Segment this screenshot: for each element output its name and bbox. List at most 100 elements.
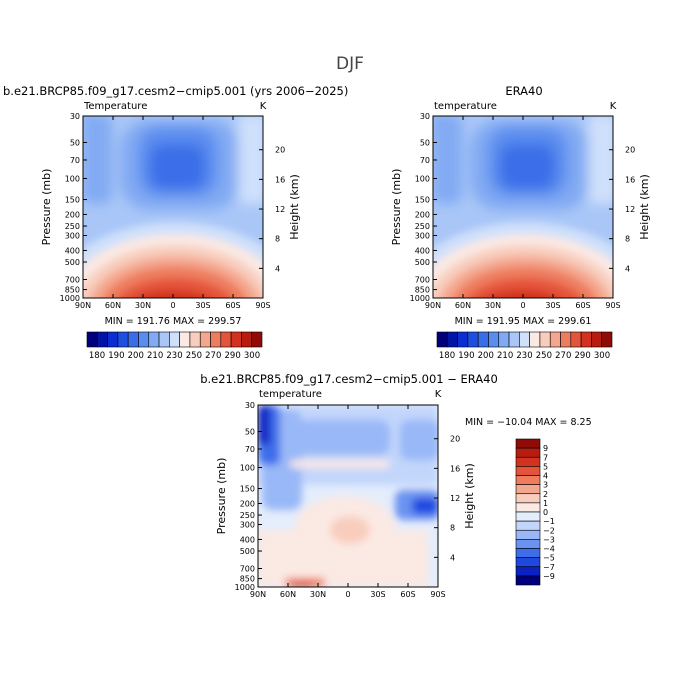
x-tick-label: 90S xyxy=(430,590,445,599)
colorbar-swatch xyxy=(515,456,541,467)
colorbar-label: 200 xyxy=(128,351,144,361)
x-tick-label: 90S xyxy=(255,301,270,310)
panel-model-field xyxy=(83,116,263,298)
y-tick-label: 300 xyxy=(415,232,430,241)
colorbar-swatch xyxy=(488,331,500,348)
panel-model-header: b.e21.BRCP85.f09_g17.cesm2−cmip5.001 (yr… xyxy=(3,84,348,98)
colorbar-label: −2 xyxy=(543,526,555,535)
right-tick-label: 12 xyxy=(625,205,635,214)
colorbar-label: 300 xyxy=(594,351,610,361)
x-tick-label: 60N xyxy=(280,590,296,599)
panel-diff-units: K xyxy=(435,389,442,400)
x-tick-label: 0 xyxy=(170,301,175,310)
y-tick-label: 500 xyxy=(240,547,255,556)
panel-model-ylabel-right: Height (km) xyxy=(288,174,301,240)
x-tick-label: 90N xyxy=(250,590,266,599)
colorbar-swatch xyxy=(515,511,541,522)
colorbar-swatch xyxy=(515,475,541,485)
x-tick-label: 60S xyxy=(400,590,415,599)
colorbar-label: 270 xyxy=(555,351,571,361)
colorbar-swatch xyxy=(169,331,180,348)
panel-model-ylabel: Pressure (mb) xyxy=(40,169,53,246)
field-neg-right xyxy=(400,420,438,460)
field-cold-core xyxy=(150,144,205,189)
y-tick-label: 850 xyxy=(240,575,255,584)
x-tick-label: 90S xyxy=(605,301,620,310)
x-tick-label: 60S xyxy=(225,301,240,310)
y-tick-label: 100 xyxy=(415,174,430,183)
field-polar-edge xyxy=(83,116,112,204)
figure-title: DJF xyxy=(336,54,364,74)
colorbar-swatch xyxy=(580,331,592,348)
right-tick-label: 16 xyxy=(625,175,635,184)
y-tick-label: 500 xyxy=(65,258,80,267)
colorbar-swatch xyxy=(467,331,479,348)
colorbar-swatch xyxy=(477,331,489,348)
colorbar-swatch xyxy=(107,331,119,348)
colorbar-swatch xyxy=(515,484,541,495)
panel-diff-ylabel-right: Height (km) xyxy=(463,463,476,529)
field-trop-7 xyxy=(484,290,560,298)
y-tick-label: 50 xyxy=(245,428,255,437)
panel-obs: ERA40 temperature K xyxy=(390,84,651,361)
x-tick-label: 60N xyxy=(455,301,471,310)
colorbar-label: 300 xyxy=(244,351,260,361)
y-tick-label: 250 xyxy=(415,222,430,231)
colorbar-label: 1 xyxy=(543,499,548,508)
colorbar-label: 290 xyxy=(575,351,591,361)
colorbar-swatch xyxy=(199,331,211,348)
colorbar-label: 180 xyxy=(89,351,105,361)
x-tick-label: 60N xyxy=(105,301,121,310)
colorbar-swatch xyxy=(549,331,561,348)
right-tick-label: 4 xyxy=(275,264,280,273)
right-tick-label: 20 xyxy=(275,146,285,155)
colorbar-label: 250 xyxy=(186,351,202,361)
right-tick-label: 8 xyxy=(275,235,280,244)
field-trop-6 xyxy=(467,278,583,298)
colorbar-label: 230 xyxy=(166,351,182,361)
y-tick-label: 50 xyxy=(420,139,430,148)
field-trop-7 xyxy=(134,290,210,298)
y-tick-label: 200 xyxy=(415,210,430,219)
right-tick-label: 8 xyxy=(625,235,630,244)
colorbar-label: 190 xyxy=(108,351,124,361)
colorbar-label: −3 xyxy=(543,535,555,544)
colorbar-swatch xyxy=(117,331,129,348)
colorbar-swatch xyxy=(96,331,108,348)
y-tick-label: 100 xyxy=(240,463,255,472)
colorbar-swatch xyxy=(148,331,160,348)
colorbar-swatch xyxy=(86,331,98,348)
panel-obs-colorbar: 180 190 200 210 230 250 270 290 300 xyxy=(436,331,613,361)
colorbar-label: 210 xyxy=(147,351,163,361)
y-tick-label: 700 xyxy=(415,275,430,284)
colorbar-swatch xyxy=(539,331,551,348)
y-tick-label: 500 xyxy=(415,258,430,267)
field-cold-core xyxy=(500,144,555,189)
y-tick-label: 30 xyxy=(245,401,255,410)
right-tick-label: 12 xyxy=(450,494,460,503)
colorbar-swatch xyxy=(515,575,541,586)
colorbar-swatch xyxy=(515,548,541,558)
colorbar-swatch xyxy=(508,331,520,348)
colorbar-swatch xyxy=(515,557,541,568)
panel-obs-header: ERA40 xyxy=(505,84,542,98)
colorbar-label: 2 xyxy=(543,490,548,499)
y-tick-label: 70 xyxy=(420,156,430,165)
field-neg-left-inner xyxy=(258,405,270,445)
field-polar-edge xyxy=(433,116,462,204)
colorbar-swatch xyxy=(446,331,458,348)
right-tick-label: 20 xyxy=(625,146,635,155)
x-tick-label: 30N xyxy=(135,301,151,310)
colorbar-label: 270 xyxy=(205,351,221,361)
colorbar-label: −5 xyxy=(543,554,555,563)
y-tick-label: 300 xyxy=(65,232,80,241)
y-tick-label: 400 xyxy=(415,246,430,255)
panel-model-minmax: MIN = 191.76 MAX = 299.57 xyxy=(105,316,242,327)
colorbar-swatch xyxy=(519,331,530,348)
x-tick-label: 0 xyxy=(520,301,525,310)
colorbar-swatch xyxy=(498,331,510,348)
colorbar-label: 7 xyxy=(543,453,548,462)
colorbar-swatch xyxy=(436,331,448,348)
y-tick-label: 850 xyxy=(415,286,430,295)
x-tick-label: 90N xyxy=(75,301,91,310)
